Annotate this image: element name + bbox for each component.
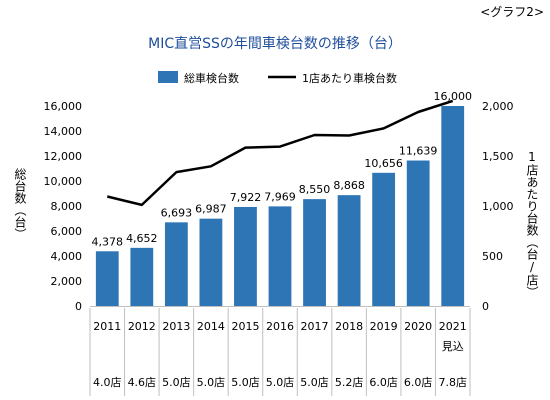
x-tick-label: 2017 [301,320,329,333]
store-count-label: 5.0店 [197,375,226,389]
x-tick-label: 2013 [162,320,190,333]
store-count-label: 5.0店 [300,375,329,389]
x-tick-label: 2011 [93,320,121,333]
legend-swatch-bar [158,71,178,83]
bar [372,172,396,306]
y-tick-label: 14,000 [44,125,83,138]
bar [406,160,430,306]
store-count-label: 5.0店 [162,375,191,389]
bar [95,251,119,306]
line-series [106,99,454,207]
figure-number: <グラフ2> [480,5,544,19]
data-label: 4,378 [92,235,124,248]
y-tick-label: 10,000 [44,175,83,188]
y2-tick-label: 0 [482,300,489,313]
x-tick-label: 2014 [197,320,225,333]
chart-title: MIC直営SSの年間車検台数の推移（台） [148,36,402,52]
y2-axis-label: 1店あたり台数（台/店） [525,150,539,298]
y2-tick-label: 1,000 [482,200,514,213]
y2-tick-label: 2,000 [482,100,514,113]
legend-label-line: 1店あたり車検台数 [302,71,397,85]
bar [268,206,292,306]
y-tick-label: 12,000 [44,150,83,163]
store-count-label: 5.0店 [266,375,295,389]
x-tick-label: 2015 [231,320,259,333]
bar [303,199,326,306]
y-tick-label: 6,000 [51,225,83,238]
data-label: 6,987 [195,203,227,216]
store-count-label: 4.0店 [93,375,122,389]
bar [234,206,257,306]
store-count-label: 5.2店 [335,375,364,389]
legend-label-bar: 総車検台数 [184,71,239,85]
bar [164,222,188,306]
x-tick-label: 2018 [335,320,363,333]
y2-tick-label: 1,500 [482,150,514,163]
x-tick-label: 2019 [370,320,398,333]
y-tick-label: 2,000 [51,275,83,288]
data-label: 4,652 [126,232,158,245]
store-count-label: 6.0店 [369,375,398,389]
y-tick-label: 8,000 [51,200,83,213]
bar [130,247,154,306]
y-axis-label: 総台数（台） [13,168,27,240]
bar [337,195,361,306]
x-tick-label: 2020 [404,320,432,333]
data-label: 8,868 [333,179,365,192]
x-tick-label: 2012 [128,320,156,333]
store-count-label: 7.8店 [438,375,467,389]
y-tick-label: 0 [75,300,82,313]
data-label: 11,639 [399,145,438,158]
x-tick-label: 見込 [442,340,464,353]
data-label: 7,969 [264,190,296,203]
store-count-label: 4.6店 [128,375,157,389]
y-tick-label: 16,000 [44,100,83,113]
data-label: 8,550 [299,183,331,196]
data-label: 10,656 [364,157,403,170]
y2-tick-label: 500 [482,250,503,263]
store-count-label: 5.0店 [231,375,260,389]
x-tick-label: 2016 [266,320,294,333]
store-count-label: 6.0店 [404,375,433,389]
data-label: 16,000 [433,90,472,103]
bar [199,218,223,306]
bar [441,106,465,306]
y-tick-label: 4,000 [51,250,83,263]
data-label: 7,922 [230,191,262,204]
x-tick-label: 2021 [439,320,467,333]
data-label: 6,693 [161,206,193,219]
